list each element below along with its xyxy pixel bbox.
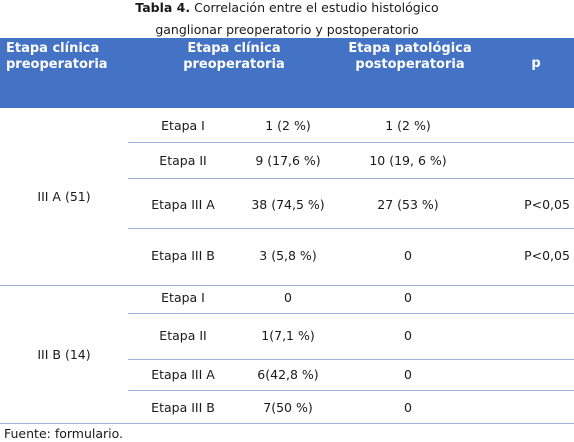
caption-text-line2: ganglionar preoperatorio y postoperatori…	[155, 22, 419, 37]
table-caption: Tabla 4. Correlación entre el estudio hi…	[0, 0, 574, 18]
cell-post: 1 (2 %)	[385, 118, 431, 133]
cell-pre: 1 (2 %)	[265, 118, 311, 133]
cell-post: 0	[404, 248, 412, 263]
caption-text-line1: Correlación entre el estudio histológico	[194, 0, 439, 15]
cell-etapa: Etapa III A	[151, 367, 215, 382]
table-bottom-border	[0, 423, 574, 424]
cell-etapa: Etapa II	[159, 153, 207, 168]
cell-pre: 9 (17,6 %)	[255, 153, 321, 168]
cell-pre: 7(50 %)	[263, 400, 313, 415]
group-label-iiib: III B (14)	[37, 347, 91, 362]
cell-pre: 3 (5,8 %)	[259, 248, 317, 263]
cell-pre: 0	[284, 290, 292, 305]
header-col3: Etapa patológica postoperatoria	[348, 41, 472, 72]
cell-pre: 1(7,1 %)	[261, 328, 315, 343]
header-col4: p	[531, 56, 541, 71]
cell-pre: 38 (74,5 %)	[251, 197, 325, 212]
header-col1: Etapa clínica preoperatoria	[6, 41, 108, 72]
group-divider	[0, 285, 574, 286]
header-col2: Etapa clínica preoperatoria	[183, 41, 285, 72]
row-divider	[128, 142, 574, 143]
cell-etapa: Etapa I	[161, 290, 205, 305]
cell-post: 27 (53 %)	[377, 197, 439, 212]
cell-etapa: Etapa II	[159, 328, 207, 343]
cell-post: 0	[404, 367, 412, 382]
cell-etapa: Etapa III B	[151, 400, 215, 415]
row-divider	[128, 228, 574, 229]
row-divider	[128, 390, 574, 391]
row-divider	[128, 359, 574, 360]
row-divider	[128, 178, 574, 179]
group-label-iiia: III A (51)	[37, 189, 91, 204]
cell-etapa: Etapa I	[161, 118, 205, 133]
cell-post: 0	[404, 400, 412, 415]
row-divider	[128, 313, 574, 314]
cell-post: 0	[404, 290, 412, 305]
table-header: Etapa clínica preoperatoria Etapa clínic…	[0, 38, 574, 108]
cell-p: P<0,05	[524, 248, 570, 263]
cell-post: 10 (19, 6 %)	[369, 153, 447, 168]
caption-label: Tabla 4.	[135, 0, 191, 15]
cell-pre: 6(42,8 %)	[257, 367, 319, 382]
table-source-note: Fuente: formulario.	[4, 426, 124, 441]
cell-p: P<0,05	[524, 197, 570, 212]
cell-post: 0	[404, 328, 412, 343]
cell-etapa: Etapa III A	[151, 197, 215, 212]
cell-etapa: Etapa III B	[151, 248, 215, 263]
